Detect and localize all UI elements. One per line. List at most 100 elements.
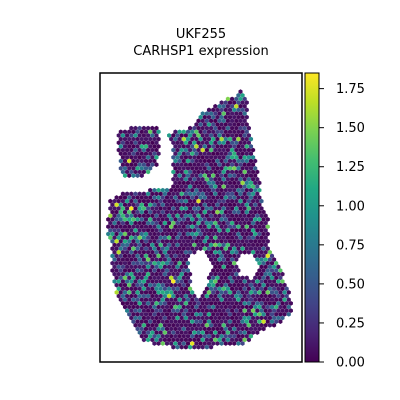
spot (248, 333, 254, 339)
spot (131, 217, 136, 222)
spot (242, 206, 247, 211)
spot (225, 242, 230, 248)
spot (198, 158, 203, 164)
spot (236, 290, 241, 295)
spot (244, 319, 249, 324)
spot (269, 282, 275, 288)
spot (227, 165, 233, 171)
spot (148, 217, 153, 222)
spot (236, 100, 241, 105)
spot (116, 286, 121, 292)
spot (175, 249, 180, 255)
spot (192, 301, 197, 306)
spot (188, 213, 193, 219)
spot (246, 147, 251, 153)
plot-frame (99, 72, 303, 363)
spot (177, 231, 182, 237)
spot (135, 129, 140, 135)
spot (221, 118, 226, 124)
spot (221, 155, 226, 160)
spot (135, 202, 140, 208)
spot (183, 213, 188, 219)
spot (190, 144, 195, 149)
spot (146, 330, 151, 335)
spot (127, 304, 132, 310)
spot (173, 144, 178, 149)
spot (196, 155, 201, 160)
spot (143, 144, 149, 149)
spot (173, 290, 178, 295)
spot (118, 290, 123, 295)
spot (192, 213, 197, 219)
spot (217, 242, 222, 248)
spot (211, 268, 216, 273)
spot (148, 268, 153, 273)
spot (188, 133, 193, 138)
spot (167, 308, 172, 313)
spot (188, 176, 193, 182)
spot (234, 169, 239, 175)
spot (238, 191, 243, 197)
spot (114, 224, 119, 230)
spot (156, 341, 161, 346)
spot (198, 341, 203, 346)
spot (188, 191, 193, 197)
spot (232, 282, 237, 288)
spot (202, 144, 207, 149)
spot (160, 333, 165, 339)
spot (215, 195, 220, 200)
spot (171, 176, 176, 182)
spot (198, 231, 203, 237)
spot (137, 235, 142, 240)
spot (137, 257, 142, 262)
spot (120, 249, 125, 255)
spot (183, 191, 188, 197)
spot (177, 180, 182, 186)
spot (116, 206, 121, 211)
spot (246, 162, 251, 167)
spot (255, 279, 260, 284)
spot (122, 165, 128, 171)
spot (148, 246, 153, 251)
spot (175, 133, 180, 138)
spot (246, 169, 251, 175)
spot (196, 133, 201, 138)
spot (244, 144, 249, 149)
spot (173, 129, 178, 135)
spot (196, 315, 201, 321)
spot (194, 144, 199, 149)
spot (215, 246, 220, 251)
spot (223, 195, 228, 200)
spot (206, 319, 212, 324)
spot (179, 337, 184, 343)
spot (133, 206, 138, 211)
spot (133, 293, 138, 299)
spot (240, 333, 245, 339)
spot (240, 217, 245, 222)
spot (137, 330, 142, 335)
spot (139, 275, 144, 281)
spot (200, 293, 205, 299)
spot (116, 198, 121, 204)
spot (238, 322, 243, 328)
spot (139, 246, 144, 251)
spot (183, 176, 188, 182)
spot (204, 344, 209, 350)
spot (272, 322, 277, 328)
spot (246, 176, 251, 182)
spot (263, 264, 268, 270)
spot (175, 198, 180, 204)
spot (221, 264, 226, 270)
spot (198, 333, 203, 339)
spot (234, 111, 239, 116)
spot (236, 275, 241, 281)
spot (213, 103, 218, 109)
spot (120, 235, 125, 240)
spot (209, 169, 214, 175)
spot (261, 231, 266, 237)
spot (160, 202, 165, 208)
spot (240, 144, 245, 149)
spot (248, 282, 254, 288)
spot (259, 257, 264, 262)
spot (255, 235, 260, 240)
